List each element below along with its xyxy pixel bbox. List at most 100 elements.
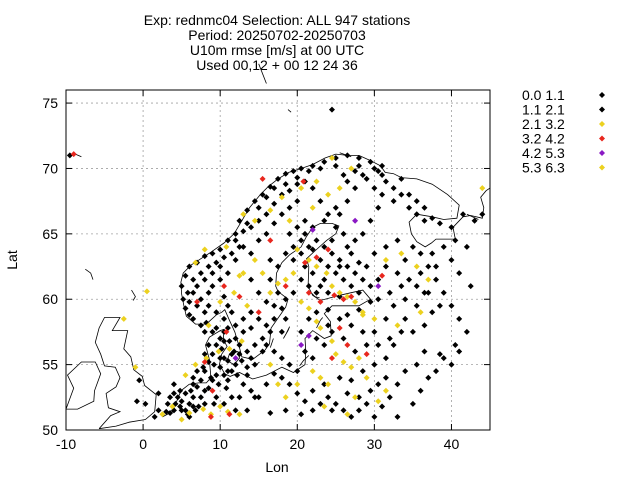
- station-marker: [223, 385, 230, 392]
- station-marker: [232, 407, 239, 414]
- station-marker: [251, 198, 258, 205]
- station-marker: [217, 403, 224, 410]
- station-marker: [479, 211, 486, 218]
- coastline: [310, 292, 320, 299]
- station-marker: [221, 400, 228, 407]
- station-marker: [190, 276, 197, 283]
- station-marker: [305, 289, 312, 296]
- station-marker: [429, 250, 436, 257]
- legend-label: 2.1 3.2: [522, 116, 565, 132]
- coastline: [466, 213, 479, 220]
- station-marker: [375, 283, 382, 290]
- station-marker: [317, 325, 324, 331]
- station-marker: [255, 217, 262, 224]
- station-marker: [190, 374, 197, 381]
- station-marker: [232, 355, 239, 362]
- station-marker: [433, 276, 440, 283]
- station-marker: [209, 377, 216, 384]
- station-marker: [192, 259, 199, 266]
- station-marker: [248, 309, 255, 316]
- station-marker: [309, 387, 316, 394]
- station-marker: [452, 237, 459, 244]
- station-marker: [286, 381, 293, 388]
- station-marker: [375, 296, 382, 303]
- station-marker: [305, 305, 312, 312]
- station-marker: [448, 302, 455, 309]
- station-marker: [336, 293, 343, 300]
- station-marker: [201, 359, 208, 365]
- station-marker: [267, 361, 274, 368]
- station-marker: [321, 342, 328, 348]
- station-marker: [340, 335, 347, 342]
- coastline: [131, 289, 136, 301]
- station-marker: [221, 283, 228, 290]
- station-marker: [267, 207, 274, 214]
- station-marker: [192, 361, 199, 368]
- station-marker: [236, 217, 243, 224]
- station-marker: [186, 263, 193, 270]
- station-marker: [215, 381, 222, 388]
- station-marker: [255, 309, 262, 316]
- station-marker: [182, 305, 189, 312]
- station-marker: [394, 270, 401, 277]
- station-marker: [390, 342, 397, 348]
- station-marker: [240, 211, 247, 218]
- station-marker: [271, 348, 278, 355]
- station-marker: [263, 298, 270, 305]
- station-marker: [409, 328, 416, 335]
- station-marker: [186, 311, 193, 318]
- station-marker: [236, 411, 243, 418]
- station-marker: [278, 211, 285, 218]
- legend-label: 5.3 6.3: [522, 160, 565, 176]
- station-marker: [190, 381, 197, 388]
- station-marker: [278, 305, 285, 312]
- station-marker: [317, 198, 324, 205]
- station-marker: [240, 315, 247, 322]
- station-marker: [201, 309, 208, 316]
- station-marker: [309, 226, 316, 233]
- station-marker: [236, 243, 243, 250]
- station-marker: [278, 374, 285, 381]
- station-marker: [298, 165, 305, 172]
- station-marker: [267, 410, 274, 416]
- station-marker: [205, 263, 212, 270]
- station-marker: [323, 270, 330, 277]
- station-marker: [209, 387, 216, 394]
- title-line: U10m rmse [m/s] at 00 UTC: [190, 42, 364, 58]
- station-marker: [177, 403, 184, 410]
- y-tick-label: 70: [42, 160, 58, 176]
- station-marker: [363, 175, 370, 182]
- station-marker: [313, 237, 320, 244]
- station-marker: [344, 311, 351, 318]
- station-marker: [255, 204, 262, 211]
- station-marker: [305, 283, 312, 290]
- station-marker: [213, 259, 220, 266]
- station-marker: [211, 400, 218, 407]
- station-marker: [282, 276, 289, 283]
- station-marker: [232, 230, 239, 237]
- station-marker: [232, 361, 239, 368]
- station-marker: [336, 263, 343, 270]
- station-marker: [375, 398, 382, 405]
- station-marker: [371, 361, 378, 368]
- station-marker: [197, 322, 204, 329]
- station-marker: [217, 246, 224, 253]
- station-marker: [305, 315, 312, 322]
- station-marker: [236, 394, 243, 401]
- station-marker: [332, 162, 339, 169]
- station-marker: [417, 250, 424, 257]
- title-line: Exp: rednmc04 Selection: ALL 947 station…: [144, 12, 410, 28]
- station-marker: [309, 407, 316, 414]
- station-marker: [321, 276, 328, 283]
- station-marker: [201, 400, 208, 407]
- station-marker: [201, 276, 208, 283]
- station-marker: [382, 257, 389, 263]
- station-marker: [313, 254, 320, 261]
- station-marker: [417, 387, 424, 394]
- station-marker: [332, 155, 339, 161]
- station-marker: [367, 158, 374, 165]
- coastline: [258, 63, 267, 84]
- station-marker: [223, 328, 230, 335]
- station-marker: [336, 374, 343, 381]
